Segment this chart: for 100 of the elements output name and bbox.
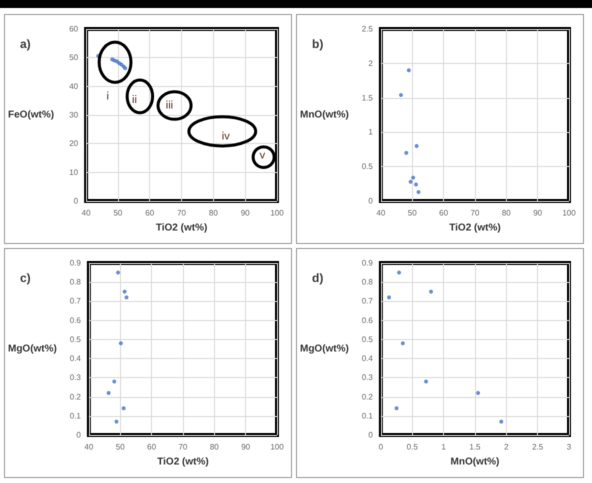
x-tick-label: 100: [562, 208, 576, 218]
x-tick-label: 60: [147, 442, 157, 452]
y-tick-label: 0.6: [362, 316, 374, 325]
x-tick-label: 80: [210, 442, 220, 452]
x-axis-title: TiO2 (wt%): [449, 222, 501, 234]
y-tick-label: 0.3: [362, 373, 374, 382]
text: b): [312, 37, 324, 51]
y-tick-label: 1: [368, 128, 374, 137]
y-tick-label: 2.5: [362, 24, 374, 34]
x-tick-label: 90: [533, 208, 543, 218]
point: [124, 295, 128, 300]
point: [404, 150, 408, 155]
point: [116, 270, 120, 275]
x-tick-label: 3: [566, 442, 572, 452]
x-tick-label: 40: [376, 208, 386, 218]
point: [122, 290, 127, 294]
point: [118, 341, 123, 346]
annotation: iii: [166, 100, 174, 112]
y-tick-label: 40: [69, 82, 79, 91]
y-tick-label: 0.9: [70, 258, 82, 268]
y-tick-label: 0: [368, 430, 374, 440]
x-tick-label: 2.5: [532, 442, 544, 452]
y-axis-title: FeO(wt%): [8, 110, 54, 120]
y-tick-label: 0: [76, 430, 82, 440]
text: a): [20, 37, 31, 51]
point: [114, 420, 118, 424]
y-tick-label: 0.8: [362, 278, 374, 287]
point: [429, 290, 434, 294]
y-tick-label: 50: [69, 53, 79, 62]
point: [408, 180, 413, 184]
y-tick-label: 0.4: [362, 354, 374, 364]
y-tick-label: 0.5: [362, 162, 374, 172]
y-tick-label: 10: [69, 168, 79, 177]
x-tick-label: 90: [241, 442, 251, 452]
point: [416, 190, 420, 194]
x-tick-label: 100: [270, 208, 284, 218]
point: [424, 379, 428, 384]
point: [414, 144, 419, 148]
y-tick-label: 0.7: [362, 296, 374, 306]
point: [499, 420, 504, 424]
y-tick-label: 0.8: [70, 278, 82, 287]
annotation: v: [260, 149, 266, 162]
point: [476, 390, 480, 395]
y-tick-label: 0: [368, 196, 374, 206]
point: [397, 270, 402, 275]
y-tick-label: 0.5: [362, 334, 374, 344]
y-tick-label: 0.1: [70, 411, 82, 420]
point: [387, 295, 392, 300]
y-axis-title: MgO(wt%): [300, 344, 349, 354]
point: [400, 341, 405, 346]
y-tick-label: 0.2: [362, 392, 374, 402]
x-axis-title: TiO2 (wt%): [157, 456, 209, 468]
x-tick-label: 70: [177, 208, 187, 218]
y-tick-label: 0.7: [70, 296, 82, 306]
x-tick-label: 1.5: [469, 442, 482, 452]
x-tick-label: 2: [504, 442, 510, 452]
x-tick-label: 40: [82, 208, 92, 218]
text: d): [312, 271, 324, 285]
y-tick-label: 20: [69, 139, 79, 148]
point: [112, 379, 116, 384]
text: c): [20, 271, 31, 285]
point: [414, 182, 418, 186]
x-axis-title: TiO2 (wt%): [156, 222, 208, 234]
point: [406, 68, 411, 72]
x-tick-label: 50: [408, 208, 418, 218]
x-tick-label: 60: [439, 208, 449, 218]
y-tick-label: 1.5: [362, 93, 374, 102]
y-tick-label: 0.3: [70, 373, 82, 382]
point: [394, 406, 399, 410]
x-tick-label: 40: [84, 442, 94, 452]
y-tick-label: 0.2: [70, 392, 82, 402]
x-tick-label: 0.5: [406, 442, 418, 452]
point: [398, 93, 403, 98]
y-tick-label: 0.9: [362, 258, 374, 268]
annotation: i: [106, 90, 109, 102]
y-axis-title: MnO(wt%): [300, 110, 349, 120]
x-tick-label: 60: [145, 208, 155, 218]
point: [411, 176, 416, 180]
y-tick-label: 0.5: [70, 334, 82, 344]
annotation: iv: [222, 130, 230, 142]
y-tick-label: 0: [74, 196, 79, 206]
point: [106, 390, 111, 395]
x-tick-label: 0: [378, 442, 384, 452]
x-tick-label: 1: [441, 442, 446, 452]
x-tick-label: 90: [240, 208, 250, 218]
point: [122, 406, 126, 410]
y-axis-title: MgO(wt%): [8, 344, 57, 354]
y-tick-label: 30: [69, 110, 79, 120]
x-tick-label: 80: [502, 208, 512, 218]
x-tick-label: 50: [116, 442, 126, 452]
x-tick-label: 70: [178, 442, 188, 452]
y-tick-label: 0.4: [70, 354, 82, 364]
x-tick-label: 50: [113, 208, 123, 218]
y-tick-label: 0.1: [362, 411, 374, 420]
y-tick-label: 2: [368, 58, 374, 68]
x-tick-label: 100: [270, 442, 284, 452]
y-tick-label: 0.6: [70, 316, 82, 325]
y-tick-label: 60: [69, 24, 79, 34]
x-tick-label: 70: [470, 208, 480, 218]
annotation: ii: [132, 94, 137, 106]
